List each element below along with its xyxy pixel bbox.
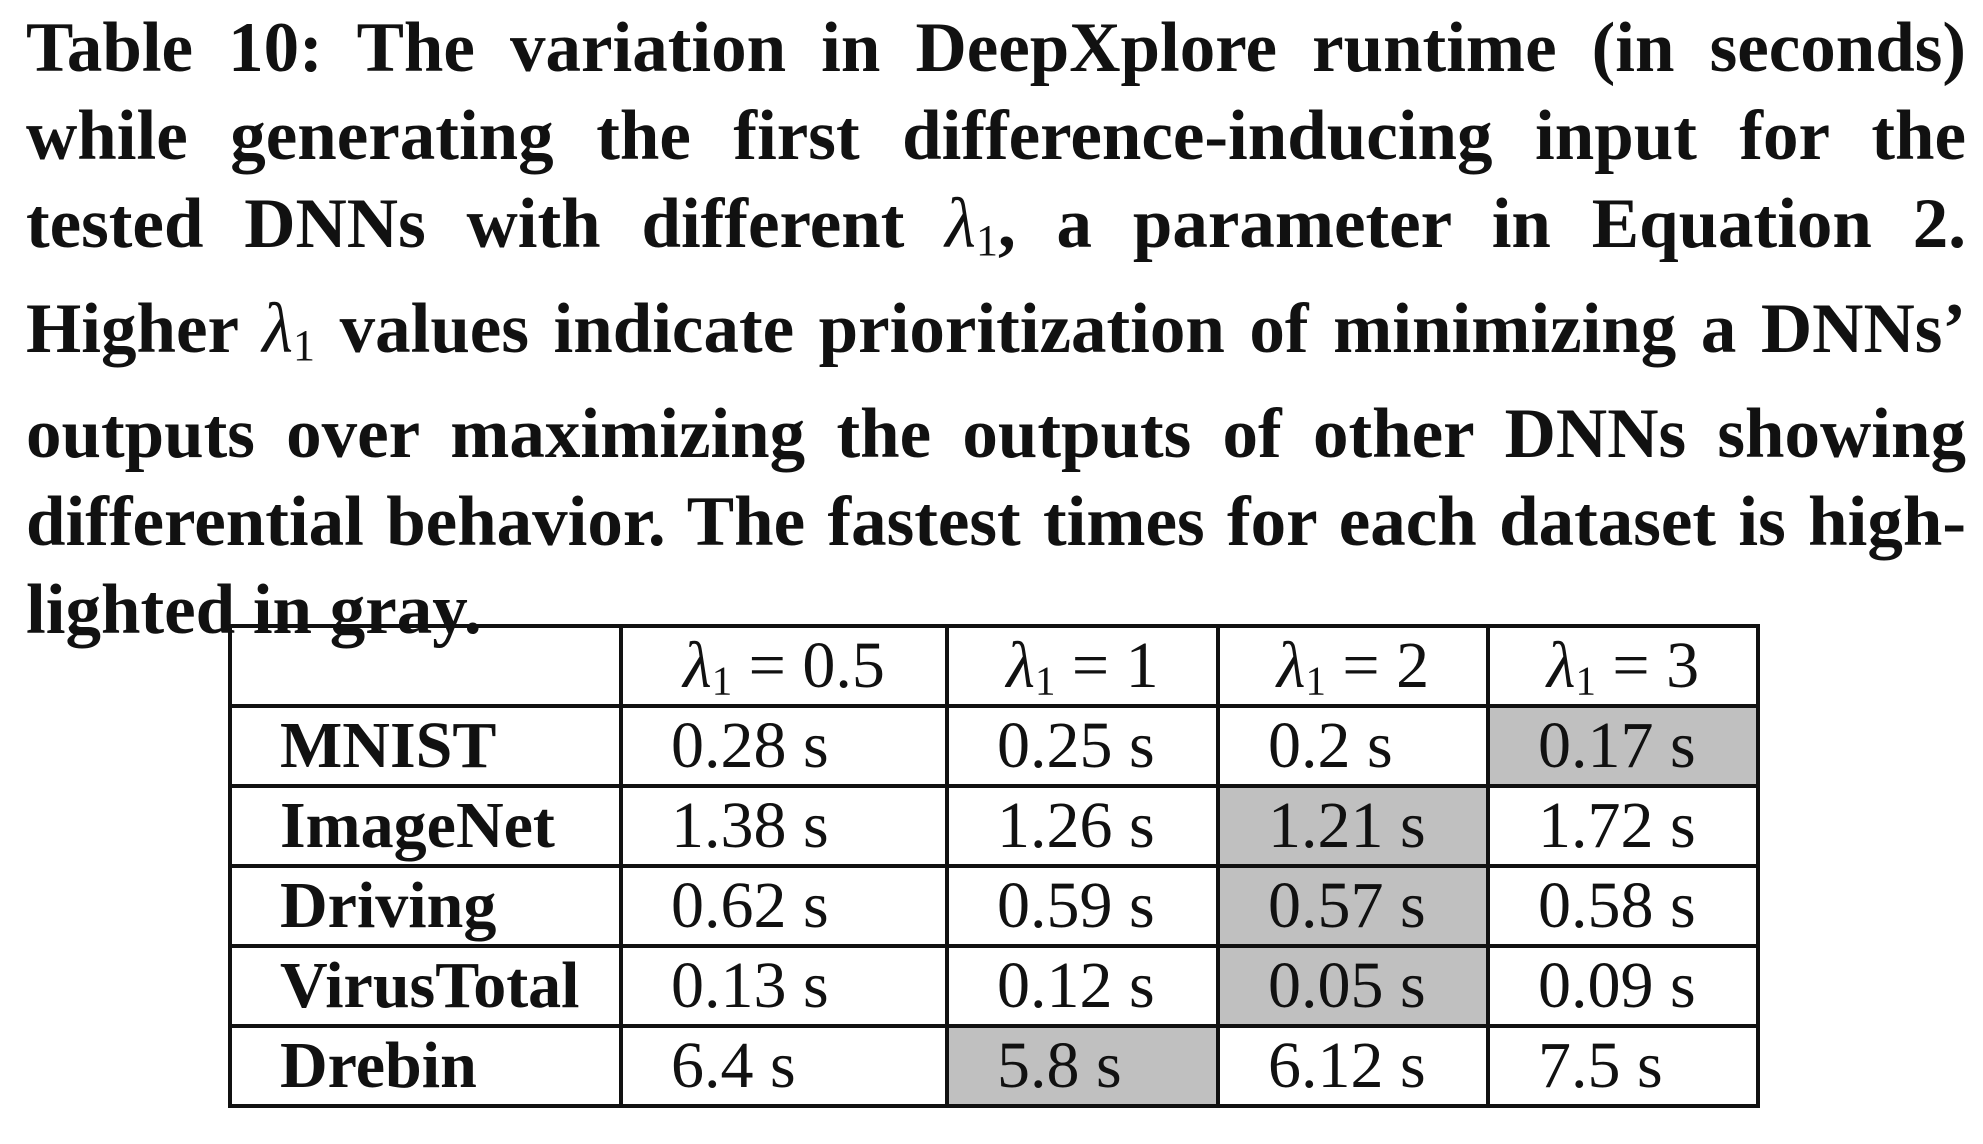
table-corner-cell — [228, 623, 623, 709]
lambda-value: = 2 — [1325, 629, 1430, 702]
lambda-symbol: λ — [1276, 629, 1306, 702]
lambda-subscript: 1 — [711, 658, 733, 704]
table-cell-fastest: 0.57 s — [1216, 864, 1490, 949]
runtime-table: λ1 = 0.5 λ1 = 1 λ1 = 2 λ1 = 3 MNIST 0.28… — [228, 623, 1760, 1109]
table-cell: 0.25 s — [945, 704, 1220, 789]
caption-line-3: tested DNNs with different λ1, a paramet… — [26, 185, 1966, 265]
lambda-symbol: λ — [683, 629, 712, 702]
caption-line-2: while generating the first difference-in… — [26, 97, 1966, 175]
table-row: Drebin 6.4 s 5.8 s 6.12 s 7.5 s — [228, 1024, 1760, 1109]
column-header: λ1 = 1 — [945, 623, 1220, 709]
caption-line-5: outputs over maximizing the outputs of o… — [26, 394, 1966, 473]
table-cell: 0.28 s — [619, 704, 949, 789]
lambda-value: = 0.5 — [732, 629, 885, 702]
table-cell: 7.5 s — [1486, 1024, 1760, 1109]
row-header-cell: MNIST — [228, 704, 623, 789]
caption-line-6: differential behavior. The fastest times… — [26, 482, 1966, 561]
lambda-value: = 3 — [1595, 629, 1700, 702]
caption-line-4: Higher λ1 values indicate prioritization… — [26, 289, 1967, 370]
table-cell: 6.12 s — [1216, 1024, 1490, 1109]
table-cell: 6.4 s — [619, 1024, 949, 1109]
table-cell: 0.2 s — [1216, 704, 1490, 789]
table-row: MNIST 0.28 s 0.25 s 0.2 s 0.17 s — [228, 704, 1760, 789]
table-cell: 0.12 s — [945, 944, 1220, 1029]
table-row: Driving 0.62 s 0.59 s 0.57 s 0.58 s — [228, 864, 1760, 949]
table-cell-fastest: 0.17 s — [1486, 704, 1760, 789]
row-header-cell: Drebin — [228, 1024, 623, 1109]
table-cell-fastest: 0.05 s — [1216, 944, 1490, 1029]
table-cell: 1.72 s — [1486, 784, 1760, 869]
table-cell: 0.59 s — [945, 864, 1220, 949]
table-cell-fastest: 1.21 s — [1216, 784, 1490, 869]
row-header-cell: VirusTotal — [228, 944, 623, 1029]
table-cell: 1.38 s — [619, 784, 949, 869]
lambda-value: = 1 — [1055, 629, 1159, 702]
table-caption: Table 10: The variation in DeepXplore ru… — [26, 4, 1966, 654]
lambda-symbol: λ — [945, 185, 976, 263]
table-cell: 1.26 s — [945, 784, 1220, 869]
row-header-cell: ImageNet — [228, 784, 623, 869]
lambda-subscript: 1 — [1034, 658, 1056, 704]
row-header-cell: Driving — [228, 864, 623, 949]
lambda-symbol: λ — [262, 289, 294, 368]
table-cell: 0.58 s — [1486, 864, 1760, 949]
table-cell: 0.13 s — [619, 944, 949, 1029]
lambda-symbol: λ — [1546, 629, 1576, 702]
column-header: λ1 = 0.5 — [619, 623, 949, 709]
column-header: λ1 = 2 — [1216, 623, 1490, 709]
lambda-subscript: 1 — [1305, 658, 1326, 704]
caption-line-1: Table 10: The variation in DeepXplore ru… — [26, 9, 1966, 87]
lambda-symbol: λ — [1006, 629, 1035, 702]
lambda-subscript: 1 — [1575, 658, 1596, 704]
table-row: ImageNet 1.38 s 1.26 s 1.21 s 1.72 s — [228, 784, 1760, 869]
table-row: VirusTotal 0.13 s 0.12 s 0.05 s 0.09 s — [228, 944, 1760, 1029]
table-header-row: λ1 = 0.5 λ1 = 1 λ1 = 2 λ1 = 3 — [228, 623, 1760, 709]
table-cell: 0.62 s — [619, 864, 949, 949]
column-header: λ1 = 3 — [1486, 623, 1760, 709]
lambda-subscript: 1 — [293, 320, 316, 370]
lambda-subscript: 1 — [975, 215, 998, 265]
table-cell-fastest: 5.8 s — [945, 1024, 1220, 1109]
table-cell: 0.09 s — [1486, 944, 1760, 1029]
